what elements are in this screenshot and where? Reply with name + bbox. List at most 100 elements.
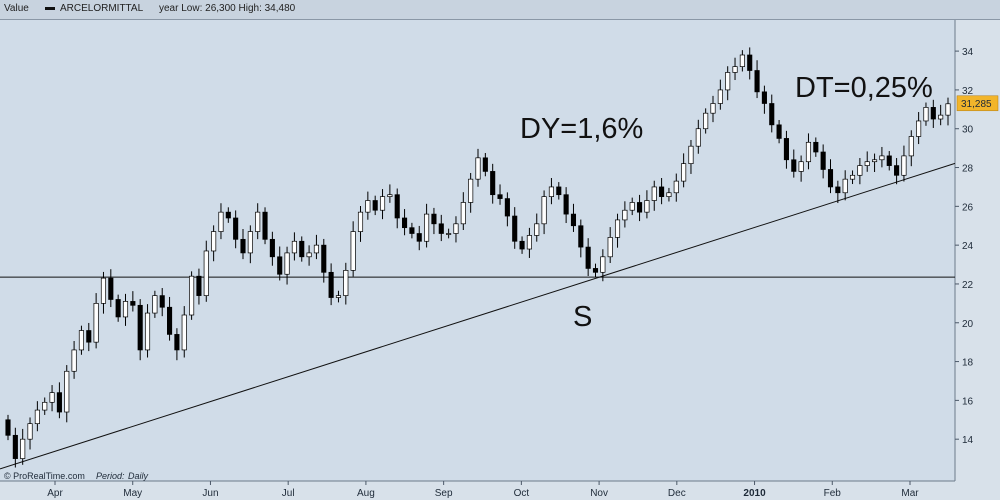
plot-area (0, 20, 955, 481)
candle-body (798, 161, 804, 172)
candle-body (387, 194, 393, 197)
candle-body (813, 141, 819, 153)
y-tick-label: 34 (962, 47, 974, 58)
candle-body (725, 72, 731, 91)
candle-body (717, 89, 723, 104)
candle-body (269, 238, 275, 258)
candle-body (563, 194, 569, 215)
candle-body (240, 238, 246, 254)
candle-body (203, 250, 209, 296)
candle-body (783, 138, 789, 161)
y-tick-label: 20 (962, 319, 974, 330)
candle-body (548, 186, 554, 197)
candle-body (930, 107, 936, 120)
candle-body (357, 211, 364, 232)
candle-body (916, 120, 922, 137)
candle-body (100, 277, 107, 304)
value-label: Value (4, 3, 29, 14)
chart-footer: © ProRealTime.com Period: Daily (4, 471, 149, 481)
candle-body (137, 304, 143, 351)
candle-body (791, 159, 797, 172)
candle-body (108, 277, 114, 300)
x-tick-label: 2010 (743, 488, 766, 499)
y-tick-label: 14 (962, 435, 974, 446)
x-tick-label: Dec (668, 488, 686, 499)
candle-body (321, 244, 327, 273)
footer-period-label: Period: (96, 471, 125, 481)
y-tick-label: 18 (962, 358, 974, 369)
candle-body (592, 268, 599, 273)
candle-body (622, 209, 628, 221)
candle-body (541, 196, 547, 225)
candle-body (864, 161, 870, 166)
candle-body (732, 66, 738, 73)
candle-body (12, 434, 18, 459)
candle-body (42, 401, 48, 411)
candle-body (526, 235, 532, 250)
candle-body (754, 70, 760, 93)
x-tick-label: Jun (202, 488, 218, 499)
footer-source: © ProRealTime.com (4, 471, 85, 481)
candle-body (284, 252, 290, 275)
candle-body (512, 215, 518, 242)
y-tick-label: 32 (962, 86, 974, 97)
candle-body (659, 186, 665, 197)
y-tick-label: 22 (962, 280, 974, 291)
annotations: DY=1,6% DT=0,25% S (520, 72, 933, 333)
last-price-tag: 31,285 (956, 95, 999, 112)
candle-body (255, 211, 261, 232)
candle-body (122, 301, 129, 318)
candle-body (849, 174, 856, 180)
candle-body (761, 91, 767, 104)
x-tick-label: Nov (590, 488, 608, 499)
candle-body (504, 198, 510, 217)
x-tick-label: Jul (282, 488, 295, 499)
candle-body (556, 186, 562, 196)
year-range: year Low: 26,300 High: 34,480 (159, 3, 296, 14)
candle-body (416, 233, 422, 242)
candle-body (291, 240, 297, 254)
candle-body (879, 155, 885, 161)
candle-body (34, 409, 40, 425)
candle-body (710, 103, 716, 114)
candle-body (233, 217, 239, 240)
candle-body (805, 141, 812, 163)
candle-body (313, 244, 319, 254)
y-tick-label: 28 (962, 164, 974, 175)
candle-body (247, 231, 253, 254)
candle-body (644, 200, 650, 213)
candle-body (299, 240, 305, 258)
candle-body (468, 178, 474, 203)
x-axis: Apr May Jun Jul Aug Sep Oct Nov Dec 2010 Feb Mar (47, 481, 919, 499)
candle-body (365, 200, 371, 213)
candle-body (490, 171, 496, 196)
candle-body (673, 180, 679, 194)
candle-body (262, 211, 268, 240)
candle-body (424, 213, 430, 242)
candle-body (886, 155, 892, 166)
candle-body (534, 223, 540, 236)
candle-body (402, 217, 408, 229)
candle-body (372, 200, 378, 211)
candle-body (688, 145, 694, 165)
x-axis-panel (0, 481, 955, 500)
candle-body (394, 194, 400, 219)
candle-body (328, 271, 334, 298)
y-tick-label: 16 (962, 396, 974, 407)
candle-body (431, 213, 437, 225)
candle-body (497, 194, 503, 199)
candle-body (335, 295, 342, 298)
candle-body (629, 202, 635, 211)
candles (5, 47, 951, 468)
candle-body (78, 330, 84, 351)
candle-body (115, 299, 121, 318)
candle-body (945, 103, 951, 116)
annotation-text: DT=0,25% (795, 72, 933, 104)
drawn-lines (0, 162, 956, 470)
candle-body (637, 202, 643, 213)
candle-body (5, 419, 11, 436)
candle-body (350, 231, 356, 271)
candle-body (144, 312, 151, 351)
candle-body (747, 54, 753, 71)
